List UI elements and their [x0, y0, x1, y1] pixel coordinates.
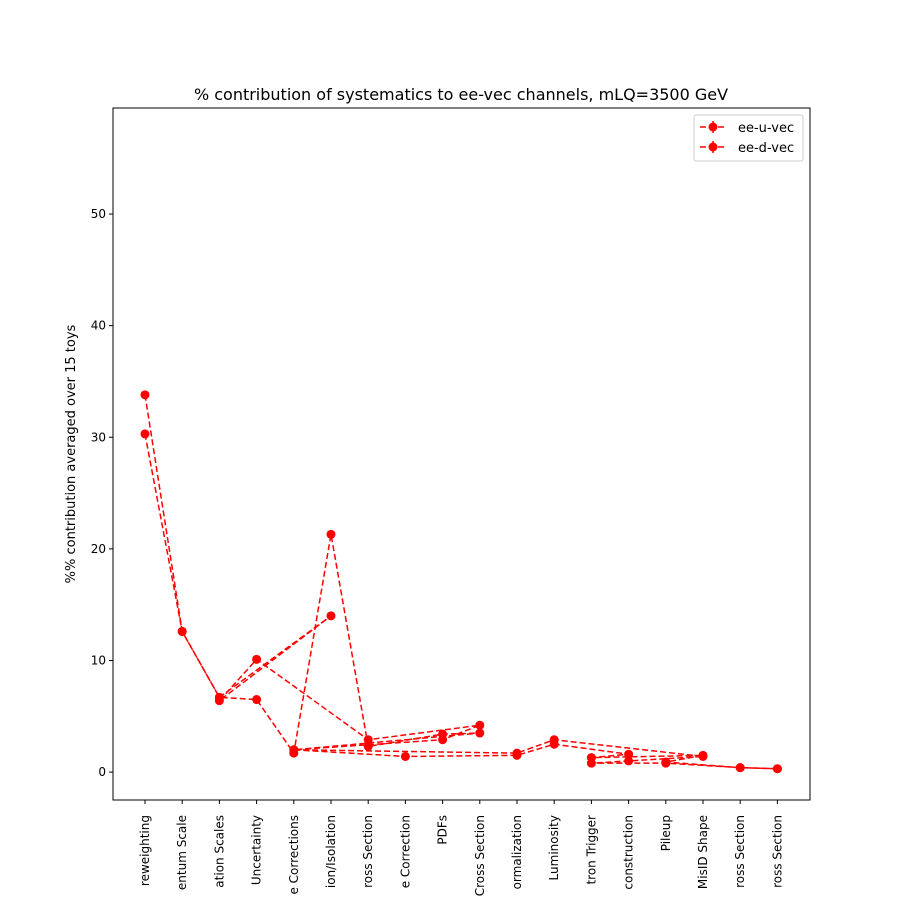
- data-point: [549, 735, 559, 745]
- data-point: [475, 728, 485, 738]
- series-line: [144, 433, 778, 770]
- data-point: [289, 745, 299, 755]
- data-point: [400, 751, 410, 761]
- data-point: [252, 695, 262, 705]
- data-point: [661, 758, 671, 768]
- x-tick-label: MisID Shape: [696, 815, 710, 889]
- x-tick-label: ation Scales: [212, 815, 226, 888]
- y-tick-label: 0: [98, 765, 106, 779]
- y-tick-label: 20: [91, 542, 106, 556]
- chart-title: % contribution of systematics to ee-vec …: [194, 85, 728, 104]
- data-point: [624, 749, 634, 759]
- x-tick-label: PDFs: [436, 815, 450, 845]
- data-point: [698, 751, 708, 761]
- x-tick-label: Luminosity: [547, 815, 561, 880]
- legend-label: ee-d-vec: [738, 141, 794, 156]
- legend-label: ee-u-vec: [738, 121, 794, 136]
- x-axis: reweighting entum Scale ation Scales Uncert…: [138, 800, 784, 896]
- legend-marker: [708, 142, 718, 152]
- x-tick-label: entum Scale: [175, 815, 189, 890]
- x-tick-label: Uncertainty: [250, 815, 264, 885]
- data-point: [214, 692, 224, 702]
- y-axis-label: %% contribution averaged over 15 toys: [64, 324, 79, 583]
- y-tick-label: 10: [91, 653, 106, 667]
- legend: ee-u-vec ee-d-vec: [693, 114, 804, 162]
- x-tick-label: ross Section: [361, 815, 375, 888]
- data-point: [177, 626, 187, 636]
- x-tick-label: reweighting: [138, 815, 152, 886]
- y-axis: 0 10 20 30 40 50: [91, 207, 113, 779]
- data-point: [252, 654, 262, 664]
- data-point: [586, 758, 596, 768]
- data-point: [140, 390, 150, 400]
- data-point: [624, 756, 634, 766]
- plot-series: [140, 390, 782, 774]
- data-point: [363, 735, 373, 745]
- x-tick-label: ross Section: [733, 815, 747, 888]
- series-line: [144, 394, 778, 770]
- y-tick-label: 50: [91, 207, 106, 221]
- x-tick-label: e Corrections: [287, 815, 301, 895]
- x-tick-label: Pileup: [659, 815, 673, 851]
- x-tick-label: ion/Isolation: [324, 815, 338, 888]
- y-tick-label: 40: [91, 319, 106, 333]
- data-point: [475, 720, 485, 730]
- data-point: [735, 763, 745, 773]
- x-tick-label: e Correction: [398, 815, 412, 888]
- data-point: [363, 741, 373, 751]
- data-point: [326, 611, 336, 621]
- plot-frame: [112, 107, 811, 801]
- x-tick-label: ormalization: [510, 815, 524, 889]
- data-point: [512, 748, 522, 758]
- x-tick-label: Cross Section: [473, 815, 487, 896]
- data-point: [438, 729, 448, 739]
- x-tick-label: tron Trigger: [584, 815, 598, 885]
- data-point: [326, 529, 336, 539]
- x-tick-label: ross Section: [770, 815, 784, 888]
- data-point: [772, 764, 782, 774]
- legend-marker: [708, 122, 718, 132]
- data-point: [140, 429, 150, 439]
- y-tick-label: 30: [91, 430, 106, 444]
- x-tick-label: construction: [622, 815, 636, 890]
